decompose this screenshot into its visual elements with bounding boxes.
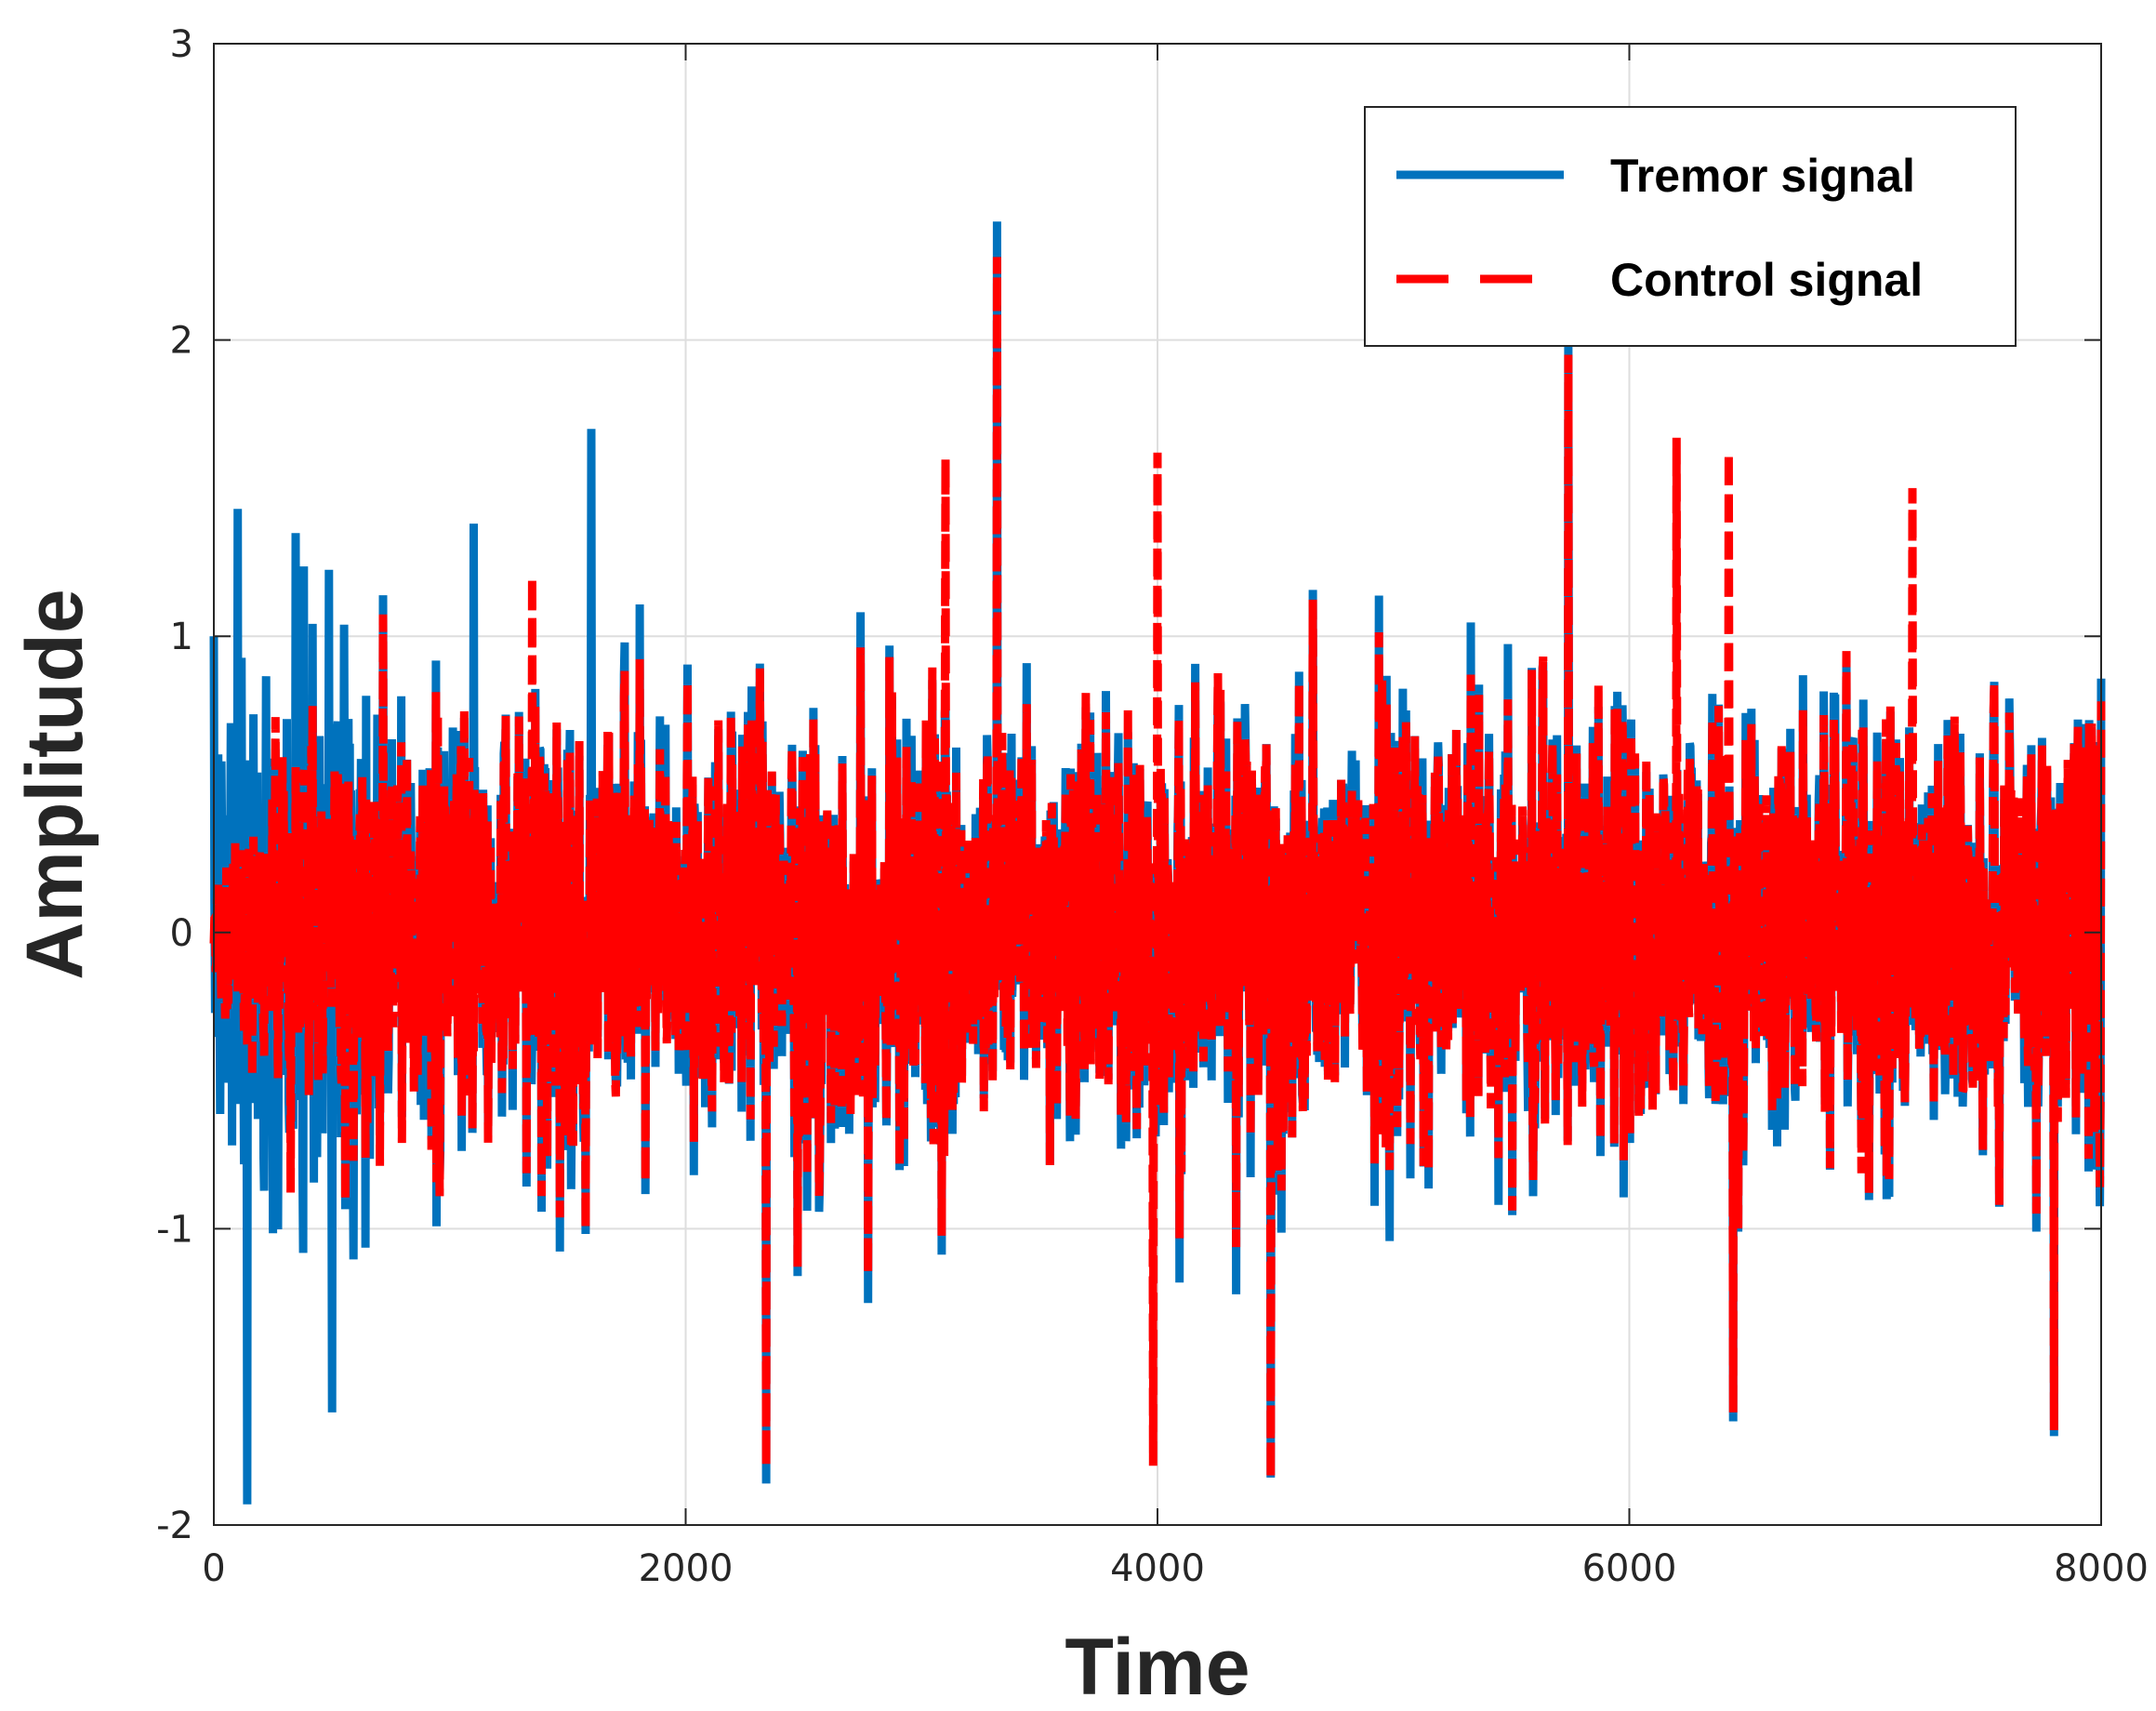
y-tick-label: -1 — [156, 1208, 193, 1251]
ticks: 0 2000 4000 6000 8000 -2 -1 0 1 2 3 — [156, 23, 2149, 1590]
y-tick-label: 3 — [170, 23, 193, 66]
x-tick-label: 6000 — [1582, 1547, 1677, 1590]
y-tick-label: 1 — [170, 616, 193, 658]
x-tick-label: 0 — [202, 1547, 225, 1590]
x-axis-title: Time — [1065, 1623, 1250, 1711]
x-tick-label: 4000 — [1110, 1547, 1205, 1590]
series-control-line — [209, 257, 2106, 1479]
series-group — [209, 221, 2106, 1505]
y-tick-label: 0 — [170, 912, 193, 955]
legend-label-tremor: Tremor signal — [1610, 150, 1915, 202]
x-tick-label: 8000 — [2054, 1547, 2149, 1590]
legend: Tremor signal Control signal — [1364, 106, 2017, 347]
y-tick-label: 2 — [170, 320, 193, 363]
legend-box — [1364, 106, 2017, 347]
x-tick-label: 2000 — [639, 1547, 734, 1590]
legend-label-control: Control signal — [1610, 254, 1923, 306]
y-axis-title: Amplitude — [10, 589, 99, 979]
y-tick-label: -2 — [156, 1505, 193, 1547]
